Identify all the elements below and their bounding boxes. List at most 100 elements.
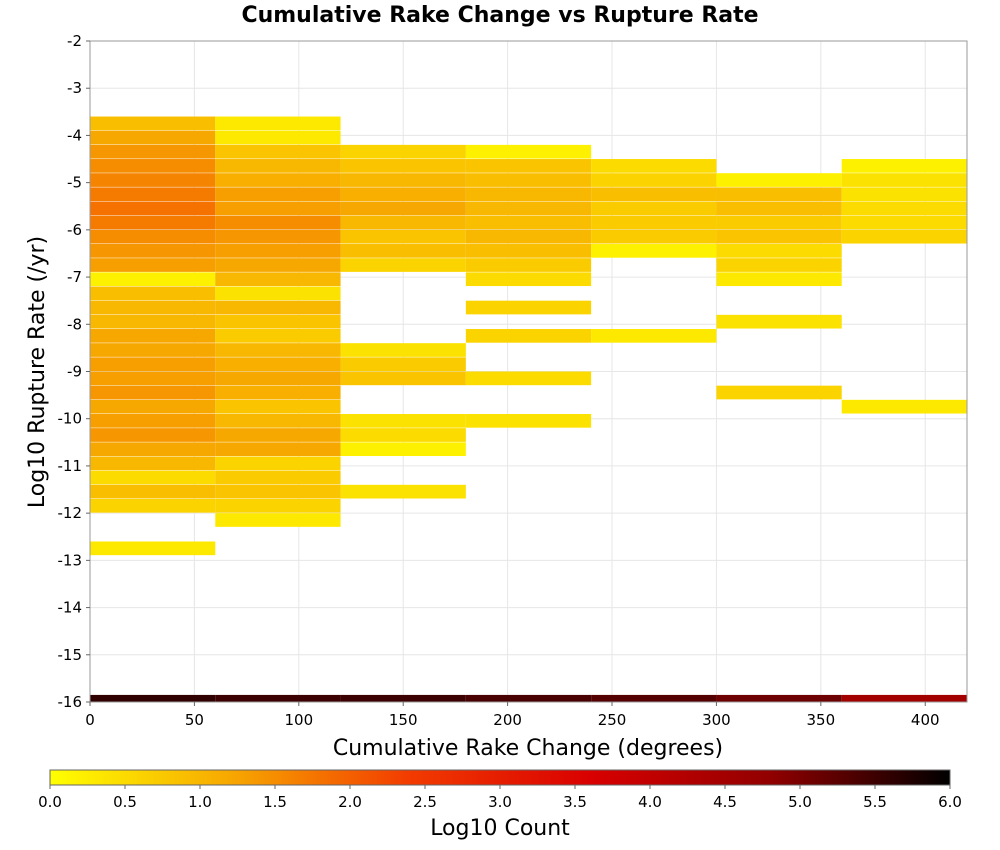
heatmap-cell xyxy=(465,215,592,230)
heatmap-cell xyxy=(465,300,592,315)
heatmap-cell xyxy=(591,201,717,216)
heatmap-cell xyxy=(591,187,717,202)
heatmap-cell xyxy=(90,286,216,301)
y-tick-label: -7 xyxy=(67,268,82,286)
heatmap-cell xyxy=(90,541,216,556)
colorbar-tick-label: 1.0 xyxy=(188,793,212,811)
heatmap-cell xyxy=(716,201,842,216)
heatmap-cell xyxy=(215,694,341,702)
heatmap-cell xyxy=(340,173,466,187)
heatmap-cell xyxy=(90,456,216,471)
heatmap-cell xyxy=(716,244,842,258)
y-tick-label: -13 xyxy=(58,551,83,569)
heatmap-cell xyxy=(90,357,216,372)
x-tick-label: 200 xyxy=(493,711,522,729)
heatmap-cell xyxy=(90,314,216,329)
heatmap-cell xyxy=(591,694,717,702)
heatmap-cell xyxy=(90,144,216,159)
heatmap-cell xyxy=(90,399,216,414)
heatmap-cell xyxy=(90,173,216,187)
heatmap-cell xyxy=(716,173,842,187)
heatmap-cell xyxy=(465,187,592,202)
heatmap-cell xyxy=(716,694,842,702)
colorbar-tick-label: 3.5 xyxy=(563,793,587,811)
heatmap-cell xyxy=(841,159,967,173)
heatmap-cell xyxy=(90,329,216,343)
heatmap-cell xyxy=(215,272,341,287)
heatmap-cell xyxy=(215,300,341,315)
heatmap-cell xyxy=(215,159,341,173)
heatmap-cell xyxy=(340,201,466,216)
heatmap-cell xyxy=(90,413,216,428)
heatmap-cell xyxy=(215,215,341,230)
heatmap-cell xyxy=(340,258,466,272)
heatmap-cell xyxy=(465,371,592,386)
y-tick-label: -14 xyxy=(58,599,83,617)
heatmap-cell xyxy=(591,244,717,258)
y-tick-label: -5 xyxy=(67,174,82,192)
heatmap-cell xyxy=(591,329,717,343)
colorbar-tick-label: 6.0 xyxy=(938,793,962,811)
heatmap-cell xyxy=(215,229,341,244)
heatmap-cell xyxy=(591,159,717,173)
y-tick-label: -12 xyxy=(58,504,83,522)
heatmap-cell xyxy=(215,173,341,187)
heatmap-cell xyxy=(340,413,466,428)
heatmap-cell xyxy=(340,442,466,457)
heatmap-cell xyxy=(215,329,341,343)
heatmap-cell xyxy=(215,385,341,400)
heatmap-cell xyxy=(90,130,216,145)
heatmap-cell xyxy=(465,173,592,187)
heatmap-cell xyxy=(340,215,466,230)
colorbar-ticks: 0.0 0.5 1.0 1.5 2.0 2.5 3.0 3.5 4.0 4.5 5.0 5.5 6.0 xyxy=(38,785,962,811)
heatmap-cell xyxy=(90,215,216,230)
y-tick-label: -3 xyxy=(67,79,82,97)
x-tick-label: 100 xyxy=(284,711,313,729)
heatmap-cell xyxy=(841,173,967,187)
heatmap-cell xyxy=(215,244,341,258)
heatmap-cell xyxy=(716,272,842,287)
x-axis-ticks: 0 50 100 150 200 250 300 350 400 xyxy=(85,702,940,729)
x-tick-label: 350 xyxy=(807,711,836,729)
y-tick-label: -15 xyxy=(58,646,83,664)
colorbar-label: Log10 Count xyxy=(430,816,570,841)
y-tick-label: -6 xyxy=(67,221,82,239)
heatmap-cell xyxy=(215,498,341,513)
heatmap-cell xyxy=(215,187,341,202)
heatmap-cell xyxy=(465,329,592,343)
heatmap-cell xyxy=(465,272,592,287)
heatmap-cell xyxy=(465,144,592,159)
heatmap-cell xyxy=(215,428,341,442)
x-tick-label: 250 xyxy=(598,711,627,729)
heatmap-cell xyxy=(841,229,967,244)
heatmap-cell xyxy=(465,258,592,272)
heatmap-cell xyxy=(465,694,592,702)
heatmap-cell xyxy=(841,187,967,202)
colorbar-tick-label: 4.5 xyxy=(713,793,737,811)
y-tick-label: -2 xyxy=(67,32,82,50)
heatmap-cell xyxy=(340,343,466,357)
heatmap-cell xyxy=(340,187,466,202)
heatmap-cell xyxy=(90,258,216,272)
heatmap-cell xyxy=(716,215,842,230)
heatmap-cell xyxy=(716,385,842,400)
heatmap-cell xyxy=(215,258,341,272)
heatmap-cell xyxy=(465,413,592,428)
heatmap-cell xyxy=(841,201,967,216)
heatmap-cell xyxy=(340,484,466,499)
heatmap-cell xyxy=(90,442,216,457)
heatmap-cell xyxy=(90,484,216,499)
heatmap-cell xyxy=(716,229,842,244)
x-tick-label: 0 xyxy=(85,711,95,729)
heatmap-cell xyxy=(215,314,341,329)
y-tick-label: -4 xyxy=(67,126,82,144)
x-axis-label: Cumulative Rake Change (degrees) xyxy=(333,736,723,761)
heatmap-cell xyxy=(340,159,466,173)
heatmap-cell xyxy=(215,442,341,457)
colorbar-tick-label: 3.0 xyxy=(488,793,512,811)
colorbar-tick-label: 1.5 xyxy=(263,793,287,811)
colorbar-tick-label: 0.5 xyxy=(113,793,137,811)
heatmap-cell xyxy=(90,201,216,216)
heatmap-cell xyxy=(340,357,466,372)
heatmap-cell xyxy=(90,385,216,400)
